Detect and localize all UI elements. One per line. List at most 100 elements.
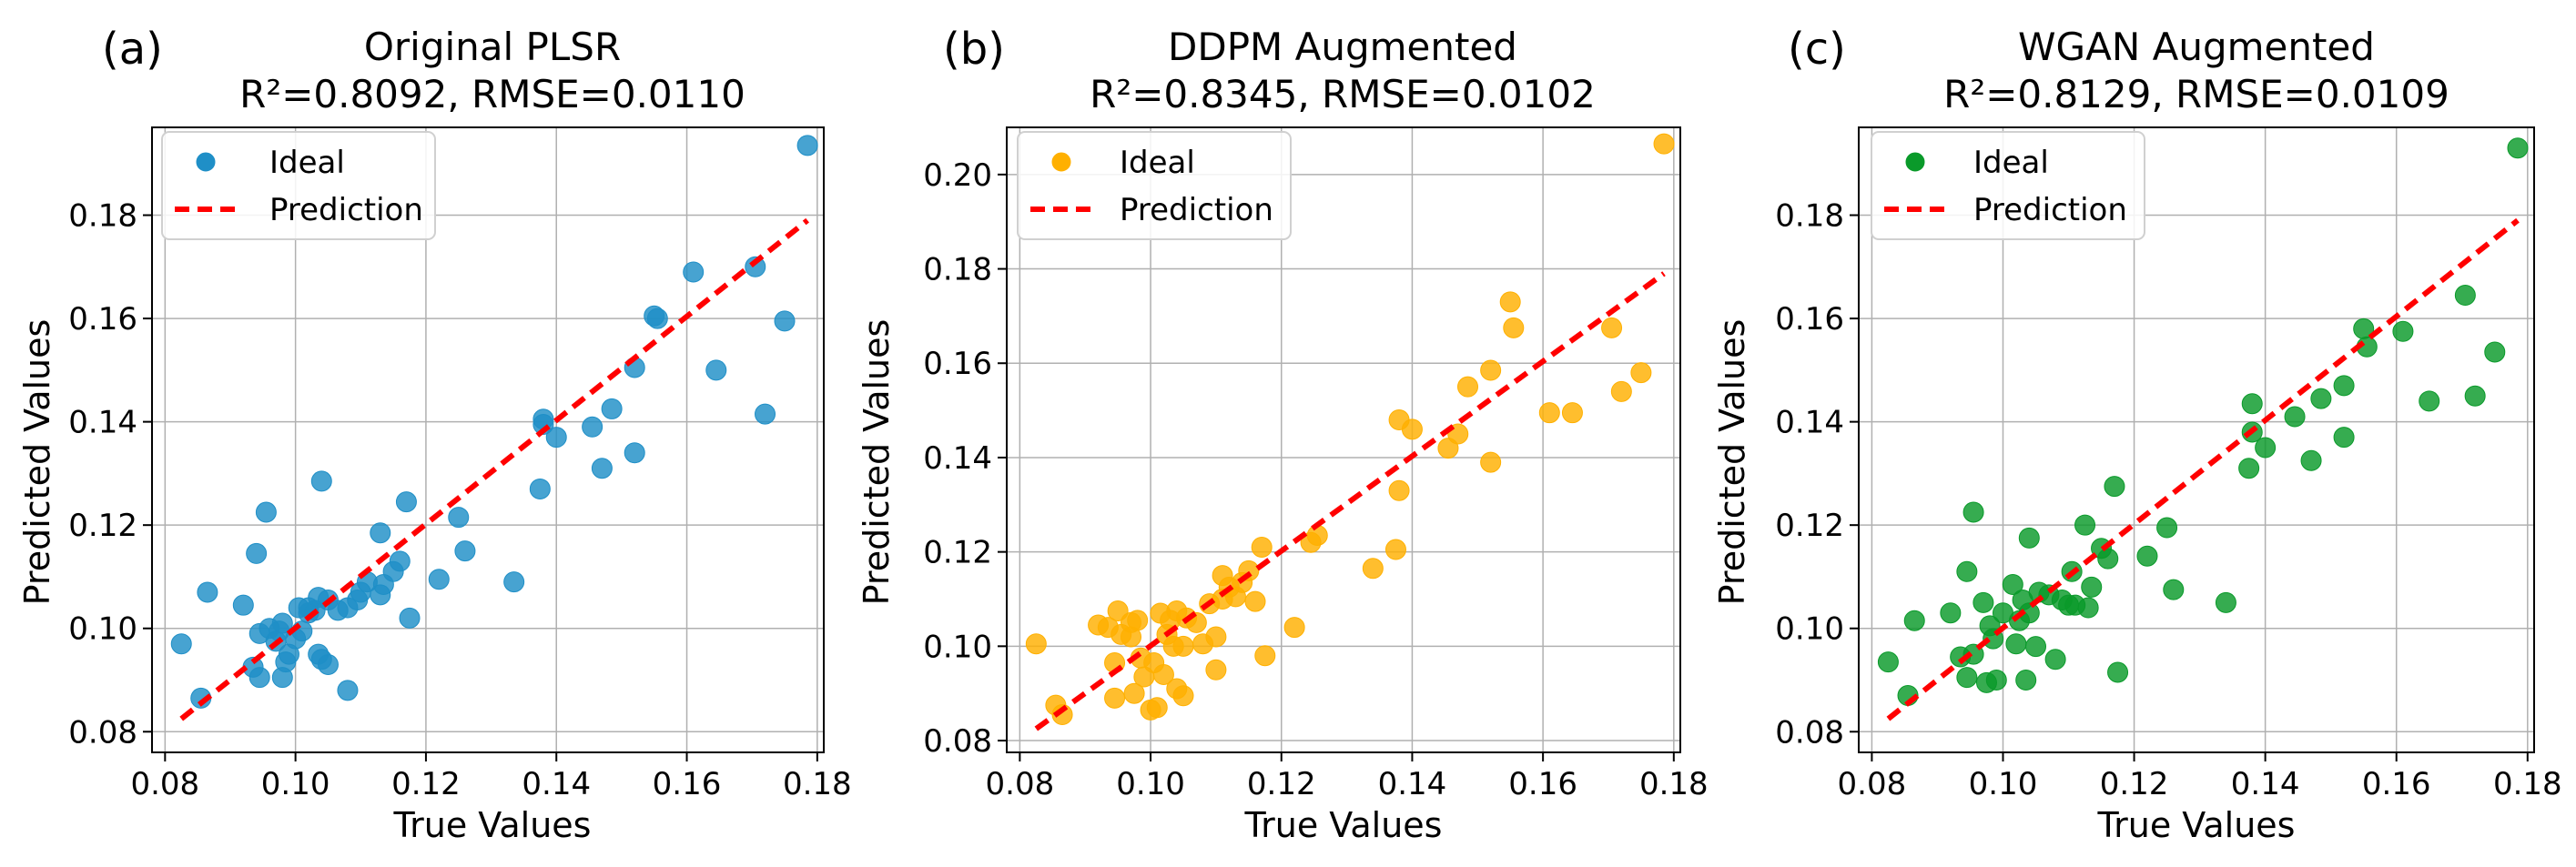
prediction-line-layer [1034,271,1666,731]
x-axis-label: True Values [2097,805,2296,845]
chart-title: DDPM Augmented [1168,25,1517,69]
scatter-point [370,522,391,544]
scatter-point [454,540,476,562]
x-tick-label: 0.16 [653,766,722,802]
y-tick-label: 0.18 [923,252,992,288]
scatter-point [2025,636,2047,658]
scatter-point [2507,137,2529,159]
scatter-point [1956,667,1978,689]
y-tick-label: 0.18 [68,198,137,235]
scatter-point [2015,670,2037,691]
scatter-point [1601,317,1623,338]
scatter-point [529,478,551,499]
panel-label: (b) [943,24,1005,75]
scatter-point [1653,133,1675,155]
scatter-point [255,501,277,523]
scatter-point [2107,661,2129,683]
prediction-line [1034,271,1666,731]
panel-c: (c) WGAN Augmented R²=0.8129, RMSE=0.010… [1712,24,2562,845]
legend: Ideal Prediction [1017,131,1292,240]
scatter-point [2333,427,2355,449]
y-tick-label: 0.10 [68,611,137,648]
scatter-point [310,470,332,492]
scatter-point [1630,362,1652,384]
scatter-point [1172,685,1194,707]
legend-box [1871,131,2145,240]
prediction-line [179,217,809,721]
scatter-point [248,667,270,689]
chart-title: WGAN Augmented [2018,25,2375,69]
scatter-point [1127,610,1149,631]
scatter-point [1457,376,1479,398]
scatter-point [1561,402,1583,424]
scatter-point [2097,548,2119,570]
scatter-point [2074,514,2096,536]
scatter-point [1146,697,1168,719]
prediction-line [1886,217,2520,721]
scatter-point [2044,649,2066,670]
scatter-point [601,398,623,419]
scatter-point [1051,704,1073,726]
scatter-point [1306,524,1328,546]
y-tick-label: 0.14 [68,405,137,441]
x-tick-label: 0.18 [2493,766,2562,802]
scatter-point [2136,545,2158,567]
x-tick-label: 0.12 [391,766,461,802]
scatter-point [399,607,421,629]
x-tick-label: 0.12 [2100,766,2169,802]
scatter-point [2081,576,2103,598]
chart-subtitle: R²=0.8345, RMSE=0.0102 [1090,72,1596,116]
y-tick-label: 0.08 [1775,714,1844,751]
axis-ticks: 0.08 0.10 0.12 0.14 0.16 0.18 0.08 0.10 0.12 0.14… [1775,198,2561,802]
scatter-point [170,633,192,655]
scatter-point [389,550,411,572]
scatter-point [2255,437,2277,459]
scatter-point [1610,380,1632,402]
x-tick-label: 0.08 [130,766,199,802]
scatter-point [1985,670,2007,691]
scatter-point [2005,633,2027,655]
scatter-point [2238,458,2260,479]
chart-title: Original PLSR [364,25,621,69]
scatter-point [2333,375,2355,397]
scatter-point [503,571,525,593]
axis-ticks: 0.08 0.10 0.12 0.14 0.16 0.18 0.08 0.10 0.12 0.14… [68,198,851,802]
scatter-point [683,261,705,283]
y-tick-label: 0.12 [68,508,137,544]
axis-ticks: 0.08 0.10 0.12 0.14 0.16 0.18 0.08 0.10 0.12 0.14… [923,157,1708,802]
scatter-point [1903,610,1925,631]
x-tick-label: 0.10 [1969,766,2038,802]
x-tick-label: 0.14 [2231,766,2300,802]
x-tick-label: 0.08 [1838,766,1907,802]
x-axis-label: True Values [393,805,592,845]
scatter-point [1503,317,1525,338]
plot-frame [1858,126,2535,753]
legend: Ideal Prediction [1871,131,2145,240]
scatter-point [1107,600,1129,621]
panel-label: (c) [1788,24,1846,75]
scatter-point [545,427,567,449]
scatter-point [1104,687,1126,709]
y-tick-label: 0.16 [923,346,992,382]
y-tick-label: 0.20 [923,157,992,194]
y-tick-label: 0.10 [1775,611,1844,648]
scatter-point [448,507,470,529]
scatter-point [428,569,450,590]
scatter-point [395,491,417,513]
y-tick-label: 0.14 [1775,405,1844,441]
x-tick-label: 0.12 [1247,766,1316,802]
panel-label: (a) [102,24,163,75]
scatter-point [582,416,603,438]
y-axis-label: Predicted Values [17,319,57,606]
scatter-point [2464,385,2486,407]
scatter-point [2156,517,2178,539]
scatter-point [1205,659,1227,680]
scatter-point [246,542,268,564]
scatter-point [2241,393,2263,415]
scatter-point [271,612,293,634]
scatter-point [1388,479,1410,501]
scatter-point [1940,602,1962,624]
scatter-point [705,359,727,381]
legend-label-ideal: Ideal [1120,145,1195,181]
legend-marker-ideal [195,151,217,173]
